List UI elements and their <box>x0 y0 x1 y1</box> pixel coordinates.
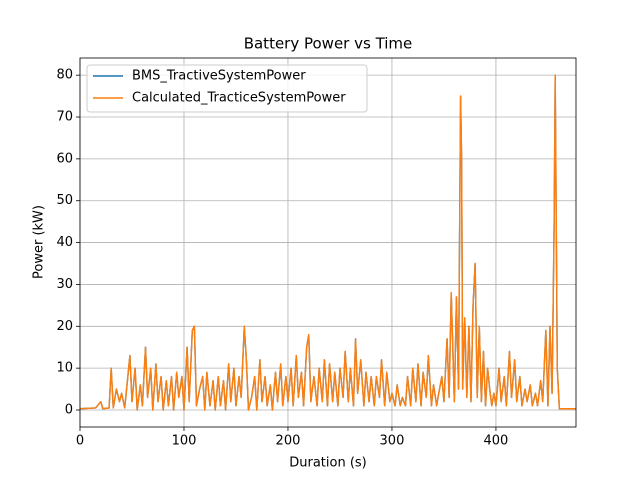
y-tick-label: 80 <box>56 68 73 83</box>
data-line <box>79 74 576 411</box>
x-tick-label: 100 <box>172 434 197 449</box>
legend-label: BMS_TractiveSystemPower <box>132 69 306 84</box>
y-tick-label: 40 <box>56 235 73 250</box>
x-tick-label: 400 <box>484 434 509 449</box>
x-tick-label: 200 <box>276 434 301 449</box>
plot-area <box>79 74 576 411</box>
chart-title: Battery Power vs Time <box>244 35 413 53</box>
y-axis-label: Power (kW) <box>32 205 47 279</box>
x-axis-label: Duration (s) <box>289 456 367 471</box>
legend-box <box>86 64 368 113</box>
legend: BMS_TractiveSystemPower Calculated_Tracti… <box>86 64 368 113</box>
x-tick-label: 300 <box>380 434 405 449</box>
ticks: 0 100 200 300 400 0 10 20 30 40 50 60 70 80 <box>56 68 508 449</box>
y-tick-label: 60 <box>56 151 73 166</box>
y-tick-label: 0 <box>65 403 73 418</box>
x-tick-label: 0 <box>76 434 84 449</box>
y-tick-label: 70 <box>56 110 73 125</box>
legend-label: Calculated_TracticeSystemPower <box>132 91 346 106</box>
y-tick-label: 30 <box>56 277 73 292</box>
y-tick-label: 10 <box>56 361 73 376</box>
y-tick-label: 50 <box>56 193 73 208</box>
y-tick-label: 20 <box>56 319 73 334</box>
